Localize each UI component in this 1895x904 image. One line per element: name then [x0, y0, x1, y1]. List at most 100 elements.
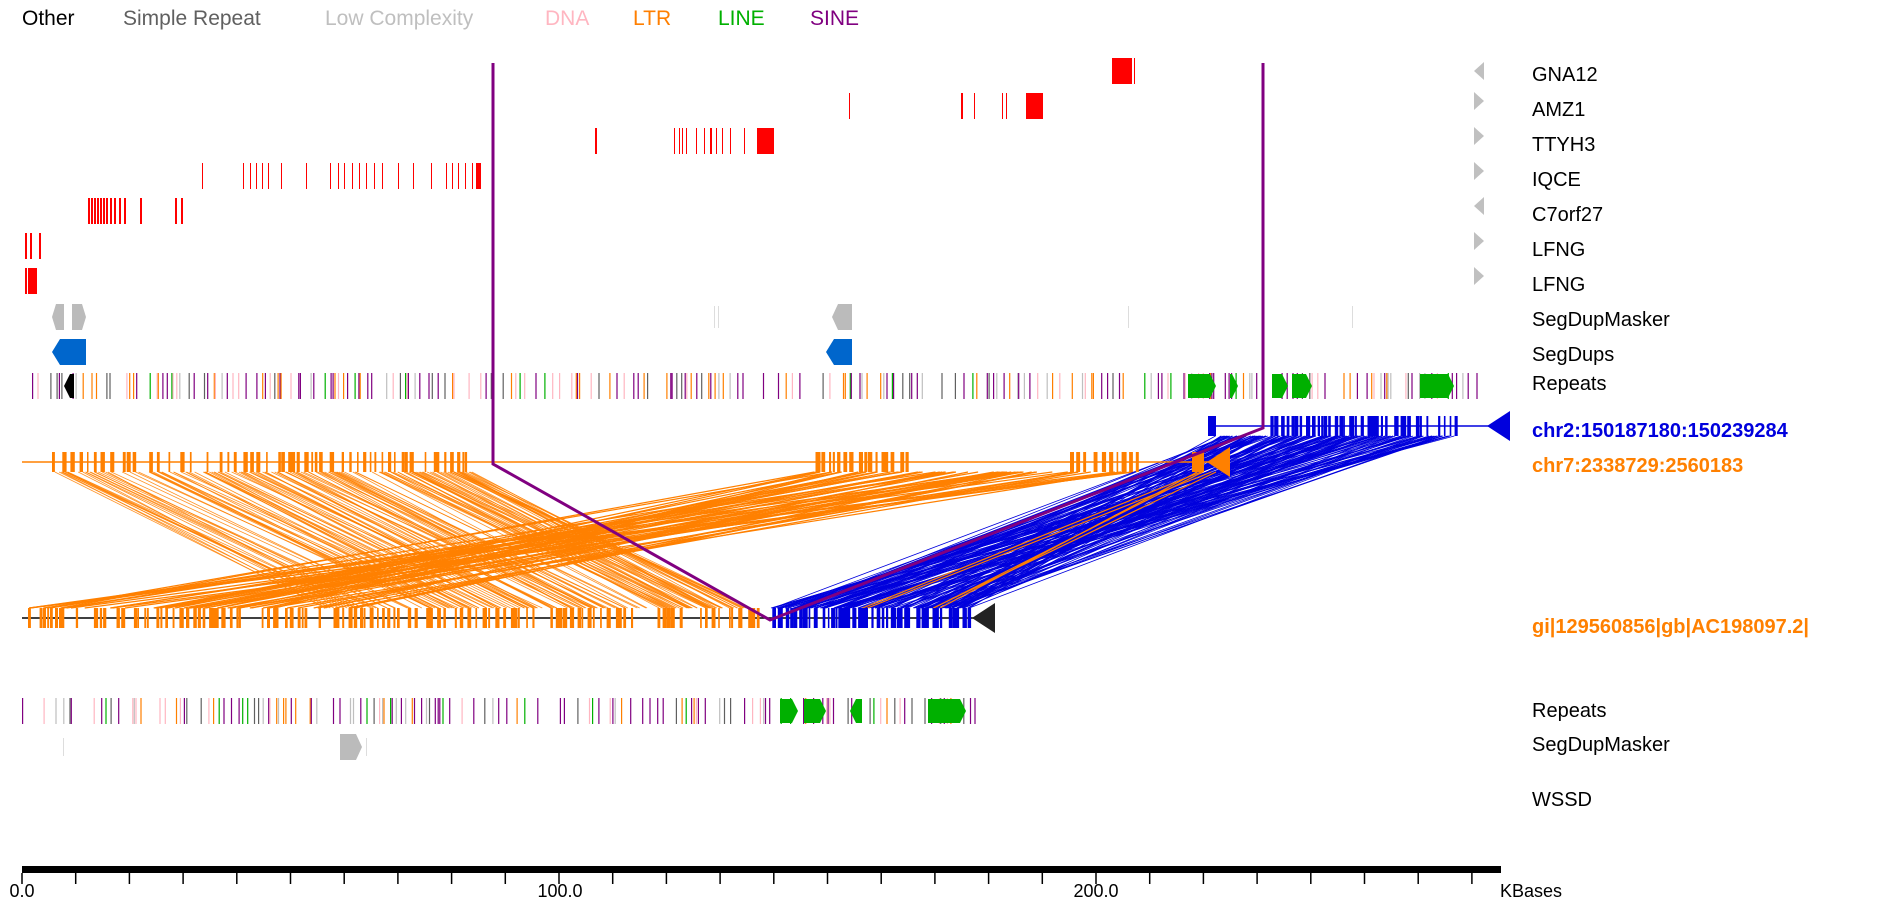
repeat-element	[75, 373, 77, 399]
chr7-exon	[1124, 452, 1127, 472]
repeat-element	[207, 373, 209, 399]
repeat-element	[1324, 373, 1326, 399]
legend: Other Simple Repeat Low Complexity DNA L…	[22, 7, 859, 30]
repeat-element	[405, 373, 407, 399]
repeat-element	[339, 698, 341, 724]
query-exon	[623, 608, 627, 628]
repeat-element	[1349, 373, 1351, 399]
gene-exon	[330, 163, 331, 189]
repeat-element	[407, 373, 409, 399]
repeat-element	[1343, 373, 1345, 399]
chr7-exon	[149, 452, 153, 472]
repeat-element	[352, 698, 355, 724]
repeat-element	[82, 373, 84, 399]
query-exon	[348, 608, 353, 628]
repeat-element	[524, 698, 526, 724]
chr7-exon	[62, 452, 67, 472]
segdupmasker-mark	[714, 306, 715, 328]
query-exon	[429, 608, 433, 628]
repeat-element	[290, 698, 292, 724]
alignment-link	[165, 471, 841, 609]
repeat-element	[552, 373, 554, 399]
repeat-element	[1390, 373, 1392, 399]
repeat-element	[826, 698, 828, 724]
query-exon	[956, 608, 960, 628]
repeat-element	[684, 373, 686, 399]
chr7-exon	[70, 452, 75, 472]
alignment-link	[188, 471, 1024, 609]
repeat-element	[253, 698, 256, 724]
repeat-element	[95, 373, 98, 399]
repeat-element	[722, 373, 724, 399]
repeat-element	[238, 698, 240, 724]
query-exon	[562, 608, 568, 628]
gene-exon	[595, 128, 597, 154]
repeat-block	[1272, 374, 1288, 398]
repeat-element	[373, 698, 375, 724]
repeat-element	[485, 373, 487, 399]
repeat-element	[647, 373, 649, 399]
gene-exon	[106, 198, 108, 224]
repeat-element	[996, 373, 998, 399]
query-exon	[454, 608, 457, 628]
gene-exon	[716, 128, 717, 154]
repeat-element	[32, 373, 34, 399]
alignment-link	[46, 471, 833, 609]
chr7-exon	[864, 452, 868, 472]
query-exon	[335, 608, 340, 628]
query-exon	[353, 608, 358, 628]
repeat-element	[730, 698, 732, 724]
query-exon	[666, 608, 671, 628]
repeat-element	[442, 698, 444, 724]
repeat-element	[330, 373, 332, 399]
chr7-exon	[905, 452, 909, 472]
repeat-element	[675, 698, 677, 724]
repeat-element	[262, 698, 264, 724]
repeat-element	[413, 698, 416, 724]
query-exon	[833, 608, 836, 628]
repeat-element	[238, 373, 240, 399]
repeat-element	[285, 698, 287, 724]
query-exon	[407, 608, 412, 628]
alignment-links	[29, 435, 1455, 609]
repeat-element	[598, 373, 600, 399]
chr7-exon	[341, 452, 344, 472]
repeat-element	[176, 373, 178, 399]
repeat-element	[598, 698, 600, 724]
alignment-link	[849, 435, 1255, 609]
query-exon	[711, 608, 716, 628]
chr7-exon	[858, 452, 863, 472]
chr7-exon	[404, 452, 408, 472]
chr2-exon	[1339, 416, 1344, 436]
chr7-exon	[369, 452, 372, 472]
gene-exon	[961, 93, 963, 119]
repeat-element	[803, 698, 805, 724]
chr7-exon	[374, 452, 377, 472]
repeat-element	[633, 373, 635, 399]
gene-exon	[281, 163, 282, 189]
repeat-element	[510, 373, 513, 399]
alignment-link	[297, 471, 1038, 609]
repeat-element	[866, 373, 868, 399]
gene-strand-arrows	[1474, 62, 1484, 285]
chr7-exon	[52, 452, 55, 472]
chr7-exon	[1135, 452, 1139, 472]
repeat-element	[208, 698, 210, 724]
repeat-element	[710, 373, 712, 399]
strand-right-icon	[1474, 92, 1484, 110]
repeat-element	[1419, 373, 1421, 399]
repeat-element	[691, 698, 693, 724]
chr7-exon	[409, 452, 414, 472]
repeat-element	[1161, 373, 1163, 399]
query-exon	[61, 608, 65, 628]
strand-right-icon	[1474, 267, 1484, 285]
repeat-element	[621, 698, 623, 724]
query-exon	[297, 608, 301, 628]
gene-exon	[431, 163, 432, 189]
chr7-exon	[388, 452, 392, 472]
query-exon	[860, 608, 866, 628]
chr2-exon	[1286, 416, 1290, 436]
chr7-exon	[296, 452, 300, 472]
repeat-element	[1122, 373, 1124, 399]
alignment-link	[273, 471, 841, 609]
